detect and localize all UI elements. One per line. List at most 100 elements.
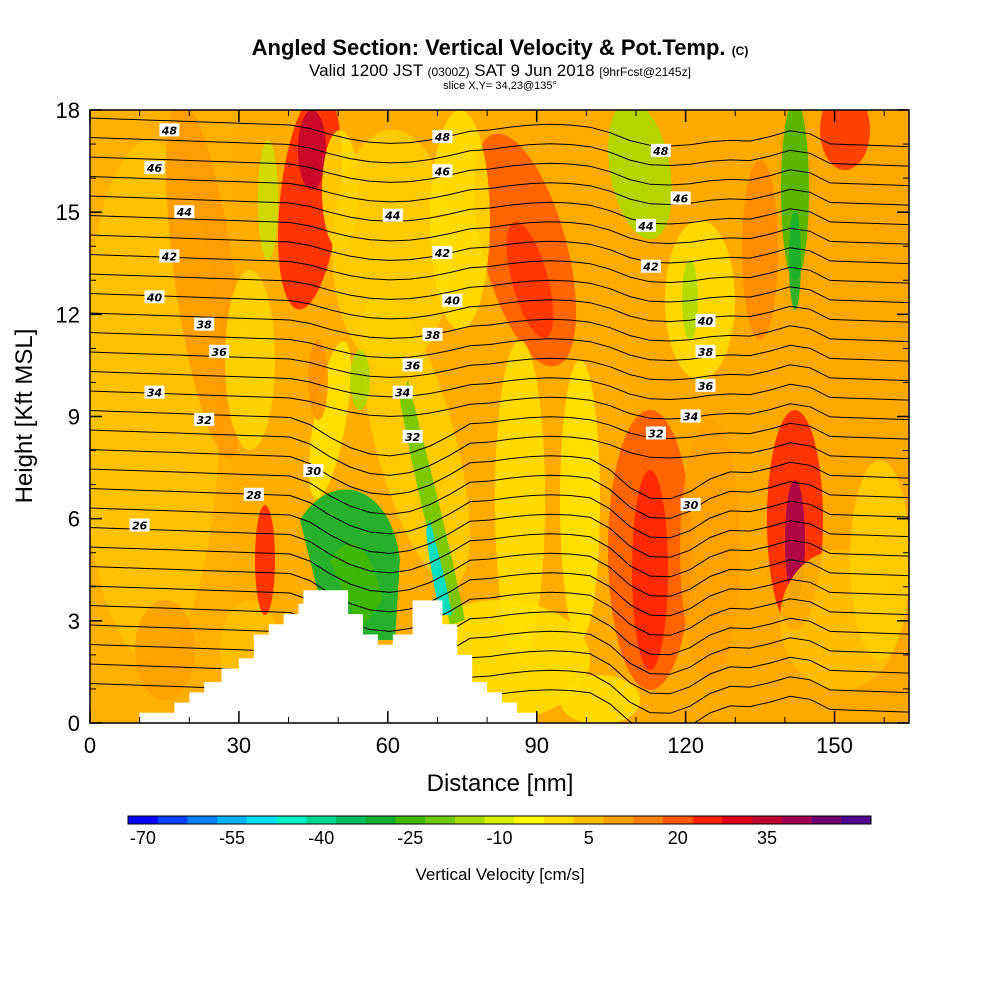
colorbar-tick-label: 20 xyxy=(668,828,688,848)
x-tick-label: 30 xyxy=(227,733,251,758)
colorbar-swatch xyxy=(454,816,485,824)
contour-label-box xyxy=(422,327,443,341)
contour-label: 34 xyxy=(147,387,162,400)
contour-label-box xyxy=(680,498,701,511)
colorbar-swatch xyxy=(395,816,426,824)
contour-label-box xyxy=(695,378,716,392)
contour-label-box xyxy=(432,246,453,259)
chart-title-suffix: (C) xyxy=(731,44,749,58)
contour-label: 44 xyxy=(176,206,192,219)
contour-label: 30 xyxy=(683,499,699,512)
y-tick-label: 6 xyxy=(68,507,80,532)
colorbar-swatch xyxy=(365,816,396,824)
contour-label: 36 xyxy=(405,359,421,372)
x-tick-label: 60 xyxy=(376,733,400,758)
colorbar-swatch xyxy=(841,816,872,824)
contour-label: 40 xyxy=(444,295,461,308)
colorbar-swatch xyxy=(514,816,545,824)
valid-time-line: Valid 1200 JST (0300Z) SAT 9 Jun 2018 [9… xyxy=(309,61,691,80)
chart-title: Angled Section: Vertical Velocity & Pot.… xyxy=(251,35,749,60)
contour-label: 38 xyxy=(197,319,213,332)
contour-label-box xyxy=(640,259,661,273)
terrain-mask xyxy=(90,590,909,723)
contour-label-box xyxy=(243,487,264,501)
contour-label: 42 xyxy=(434,247,451,260)
contour-label: 48 xyxy=(161,124,178,137)
slice-info: slice X,Y= 34,23@135° xyxy=(443,80,557,92)
contour-label-box xyxy=(159,123,180,137)
colorbar-frame xyxy=(127,815,872,825)
contour-label-box xyxy=(174,205,195,219)
colorbar-swatch xyxy=(336,816,367,824)
contour-label: 44 xyxy=(637,220,653,233)
contour-label-box xyxy=(695,344,716,358)
colorbar-swatch xyxy=(573,816,604,824)
colorbar-tick-label: -10 xyxy=(486,828,512,848)
chart-title-block: Angled Section: Vertical Velocity & Pot.… xyxy=(0,35,1000,93)
contour-label-box xyxy=(194,412,215,426)
y-tick-label: 9 xyxy=(68,405,80,430)
contour-label-box xyxy=(645,426,666,440)
contour-label: 46 xyxy=(672,193,689,206)
colorbar-tick-label: 5 xyxy=(584,828,594,848)
contour-label-box xyxy=(442,293,463,307)
contour-label: 42 xyxy=(642,261,659,274)
colorbar-swatch xyxy=(722,816,753,824)
colorbar: -70 -55 -40 -25 -10 5 20 35 xyxy=(127,815,872,848)
contour-label-box xyxy=(695,314,716,328)
colorbar-swatch xyxy=(662,816,693,824)
x-tick-label: 150 xyxy=(816,733,853,758)
contour-label: 28 xyxy=(246,489,262,502)
contour-label: 40 xyxy=(146,291,163,304)
contour-label-box xyxy=(209,344,230,358)
x-tick-label: 120 xyxy=(667,733,704,758)
contour-label-box xyxy=(402,429,423,443)
colorbar-swatch xyxy=(187,816,218,824)
y-tick-label: 15 xyxy=(56,200,80,225)
colorbar-tick-label: 35 xyxy=(757,828,777,848)
colorbar-tick-label: -55 xyxy=(219,828,245,848)
colorbar-swatch xyxy=(246,816,277,824)
theta-contour-labels: 48 46 44 42 40 38 36 34 32 30 28 26 48 46 44 42 40 38 36 34… xyxy=(129,123,716,533)
contour-label-box xyxy=(402,358,423,372)
contour-label: 46 xyxy=(146,162,163,175)
contour-label-box xyxy=(650,143,671,157)
colorbar-swatch xyxy=(157,816,188,824)
colorbar-swatch xyxy=(633,816,664,824)
contour-label: 32 xyxy=(405,431,421,444)
contour-label: 36 xyxy=(211,346,227,359)
contour-label: 40 xyxy=(697,315,714,328)
contour-label-box xyxy=(432,130,453,144)
contour-label-box xyxy=(303,464,324,477)
colorbar-tick-label: -40 xyxy=(308,828,334,848)
x-axis-title: Distance [nm] xyxy=(427,770,574,797)
colorbar-swatch xyxy=(128,816,159,824)
contour-label-box xyxy=(129,518,150,532)
y-tick-label: 0 xyxy=(68,711,80,736)
contour-label-box xyxy=(432,164,453,178)
contour-label: 32 xyxy=(648,428,664,441)
contour-label-box xyxy=(635,218,656,232)
colorbar-tick-label: -25 xyxy=(397,828,423,848)
contour-label-box xyxy=(382,208,403,222)
contour-label: 30 xyxy=(306,465,322,478)
contour-label: 38 xyxy=(425,329,441,342)
colorbar-swatch xyxy=(306,816,337,824)
colorbar-swatch xyxy=(692,816,723,824)
contour-label-box xyxy=(144,385,165,399)
contour-label-box xyxy=(680,409,701,423)
colorbar-swatch xyxy=(276,816,307,824)
colorbar-swatch xyxy=(217,816,248,824)
contour-label: 34 xyxy=(683,411,698,424)
y-tick-label: 12 xyxy=(56,302,80,327)
contour-label: 34 xyxy=(395,387,410,400)
colorbar-swatch xyxy=(811,816,842,824)
contour-label: 32 xyxy=(197,414,213,427)
contour-label: 48 xyxy=(652,145,669,158)
contour-label-box xyxy=(144,290,165,304)
colorbar-swatch xyxy=(781,816,812,824)
contour-label: 36 xyxy=(698,380,714,393)
colorbar-swatch xyxy=(425,816,456,824)
